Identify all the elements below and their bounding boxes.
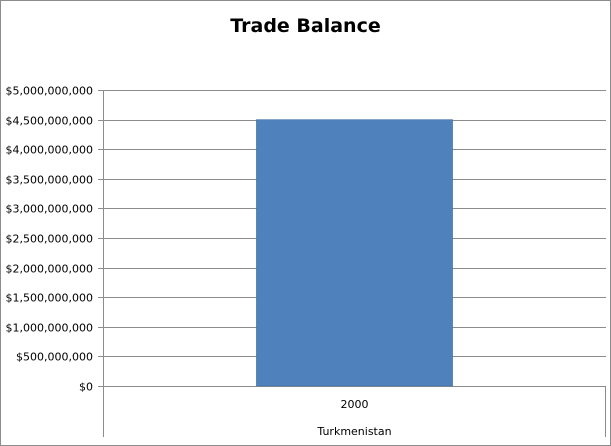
y-tick-label: $500,000,000 xyxy=(16,351,93,364)
y-tick-label: $3,000,000,000 xyxy=(6,203,93,216)
y-tick-label: $3,500,000,000 xyxy=(6,174,93,187)
y-tick-label: $5,000,000,000 xyxy=(6,85,93,98)
chart-title: Trade Balance xyxy=(230,15,381,37)
bar xyxy=(256,119,453,387)
x-tick-label: 2000 xyxy=(341,398,369,411)
category-group-label: Turkmenistan xyxy=(316,425,391,438)
y-tick-label: $4,500,000,000 xyxy=(6,115,93,128)
y-tick-label: $1,000,000,000 xyxy=(6,322,93,335)
y-tick-label: $1,500,000,000 xyxy=(6,292,93,305)
y-tick-label: $0 xyxy=(79,381,93,394)
y-tick-label: $2,500,000,000 xyxy=(6,233,93,246)
y-tick-label: $2,000,000,000 xyxy=(6,263,93,276)
y-tick-label: $4,000,000,000 xyxy=(6,144,93,157)
